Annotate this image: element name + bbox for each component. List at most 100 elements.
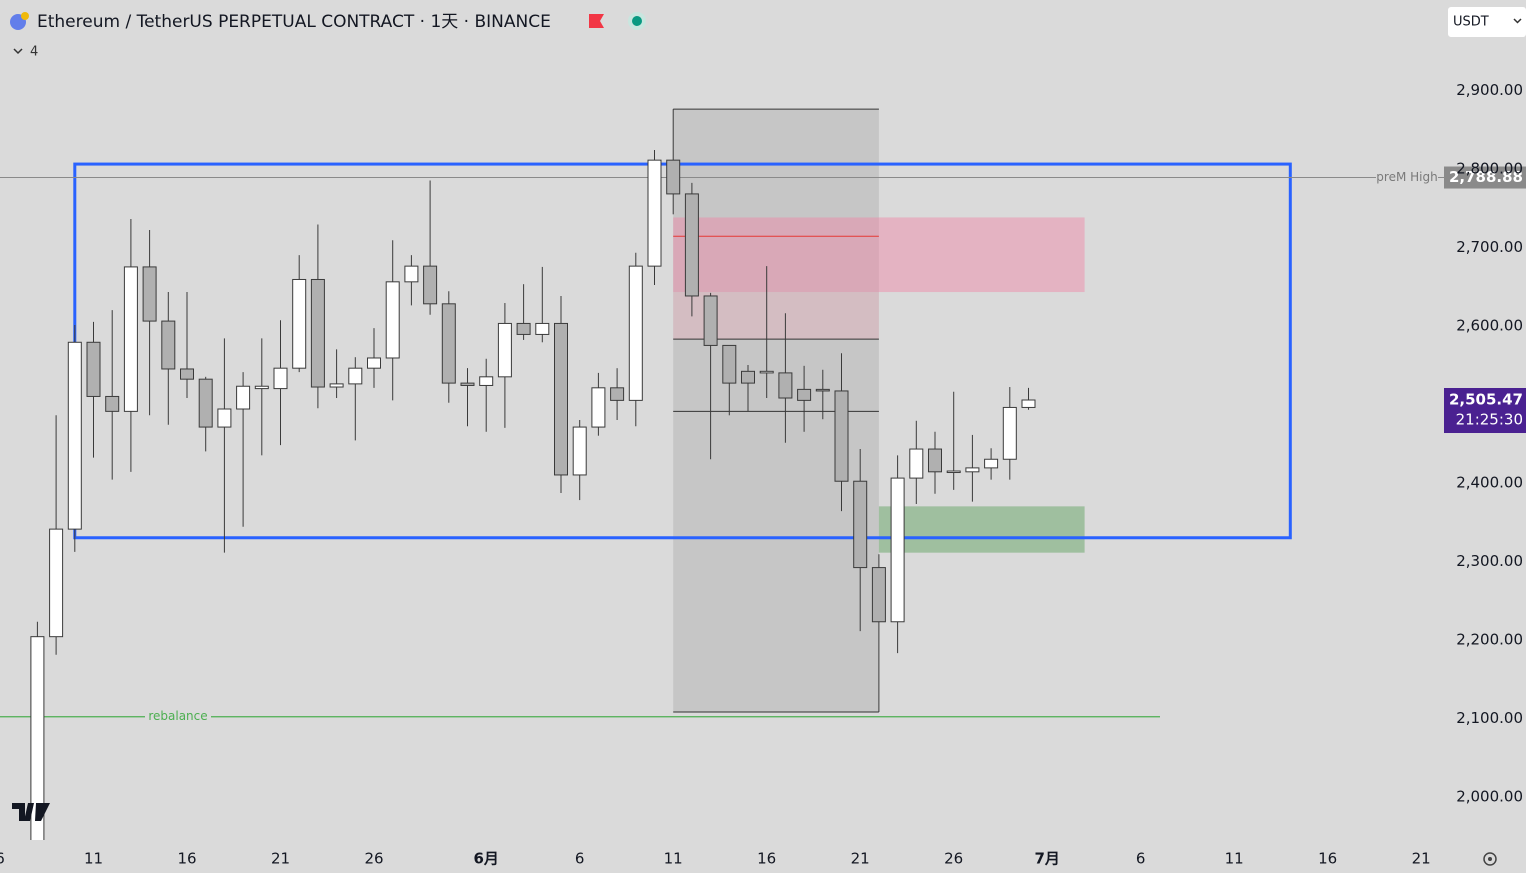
price-line-name: rebalance [148,709,207,723]
candle-body [666,159,681,195]
x-tick-label: 6月 [473,850,498,868]
candle-body [273,367,288,390]
x-tick-label: 16 [1318,850,1337,868]
candle-body [572,426,587,476]
candle-body [628,265,643,401]
x-tick-label: 16 [757,850,776,868]
candle-body [984,458,999,469]
plot-area: rebalance [0,108,1444,840]
candle-body [610,387,625,401]
candle-body [423,265,438,305]
candle-body [535,322,550,335]
countdown-label: 21:25:30 [1456,411,1523,429]
exchange-icon [21,12,29,20]
zone [878,506,1085,553]
candle-body [1021,399,1036,408]
overlay: preM High 2,788.88 2,000.00 2,100.00 2,200.0… [0,81,1526,868]
x-tick-label: 11 [664,850,683,868]
candle-body [254,385,269,390]
candle-body [479,376,494,386]
candle-body [965,467,980,473]
candle-body [180,368,194,380]
y-tick-label: 2,800.00 [1456,159,1523,177]
candle-body [946,470,961,474]
candle-body [30,636,45,840]
candle-body [516,322,531,335]
candle-body [198,378,213,428]
status-dot [632,16,642,26]
candle-body [310,278,325,388]
candle-body [329,383,344,388]
candle-body [105,395,120,412]
candle-body [591,387,606,428]
candle-body [292,278,307,369]
candle-body [67,341,82,530]
logo-mark [12,803,50,821]
settings-icon-center[interactable] [1488,857,1492,861]
candle-body [460,382,475,386]
y-tick-label: 2,300.00 [1456,552,1523,570]
x-tick-label: 6 [0,850,5,868]
x-tick-label: 11 [84,850,103,868]
x-tick-label: 21 [1412,850,1431,868]
candle-body [815,388,830,392]
settings-icon[interactable] [1483,852,1497,866]
flag-icon[interactable] [589,14,604,28]
x-tick-label: 7月 [1034,850,1059,868]
candle-body [647,159,662,267]
x-tick-label: 21 [271,850,290,868]
x-tick-label: 21 [851,850,870,868]
candle-body [385,281,400,359]
x-tick-label: 11 [1225,850,1244,868]
y-tick-label: 2,600.00 [1456,316,1523,334]
candle-body [853,480,868,569]
price-line-label: 2,788.88 [1449,168,1523,186]
candle-body [890,477,905,623]
candle-body [123,266,138,412]
y-tick-label: 2,700.00 [1456,238,1523,256]
candle-body [161,320,176,370]
y-tick-label: 2,900.00 [1456,81,1523,99]
candle-body [778,372,793,399]
candle-body [142,266,157,322]
candle-body [703,295,718,346]
y-tick-label: 2,200.00 [1456,630,1523,648]
candle-body [1002,406,1017,460]
candle-body [797,388,812,401]
currency-select[interactable] [1448,7,1526,37]
zone [673,217,1085,293]
candle-body [404,265,419,283]
candle-body [441,303,456,384]
y-tick-label: 2,400.00 [1456,473,1523,491]
price-line-name: preM High [1376,170,1437,184]
last-price-bg [1444,388,1526,434]
candle-body [759,370,774,374]
candle-body [928,448,942,473]
candle-body [49,528,64,638]
candle-body [834,390,849,482]
candle-body [217,408,232,428]
price-line-label-bg [1444,166,1526,189]
currency-chevron[interactable] [1513,18,1522,24]
candle-body [348,367,363,385]
candle-body [909,448,924,479]
candle-body [497,322,512,378]
x-tick-label: 6 [575,850,585,868]
y-tick-label: 2,000.00 [1456,787,1523,805]
candle-body [684,193,699,297]
indicator-count[interactable]: 4 [30,45,38,60]
currency-label[interactable]: USDT [1453,15,1489,30]
candle-body [871,567,886,623]
x-tick-label: 26 [944,850,963,868]
price-line-name-bg [1376,169,1438,186]
x-tick-label: 26 [364,850,383,868]
x-tick-label: 6 [1136,850,1146,868]
last-price-label: 2,505.47 [1449,391,1523,409]
candle-body [236,385,251,410]
candle-body [367,357,381,369]
logo [12,803,50,821]
collapse-chevron[interactable] [13,48,23,55]
